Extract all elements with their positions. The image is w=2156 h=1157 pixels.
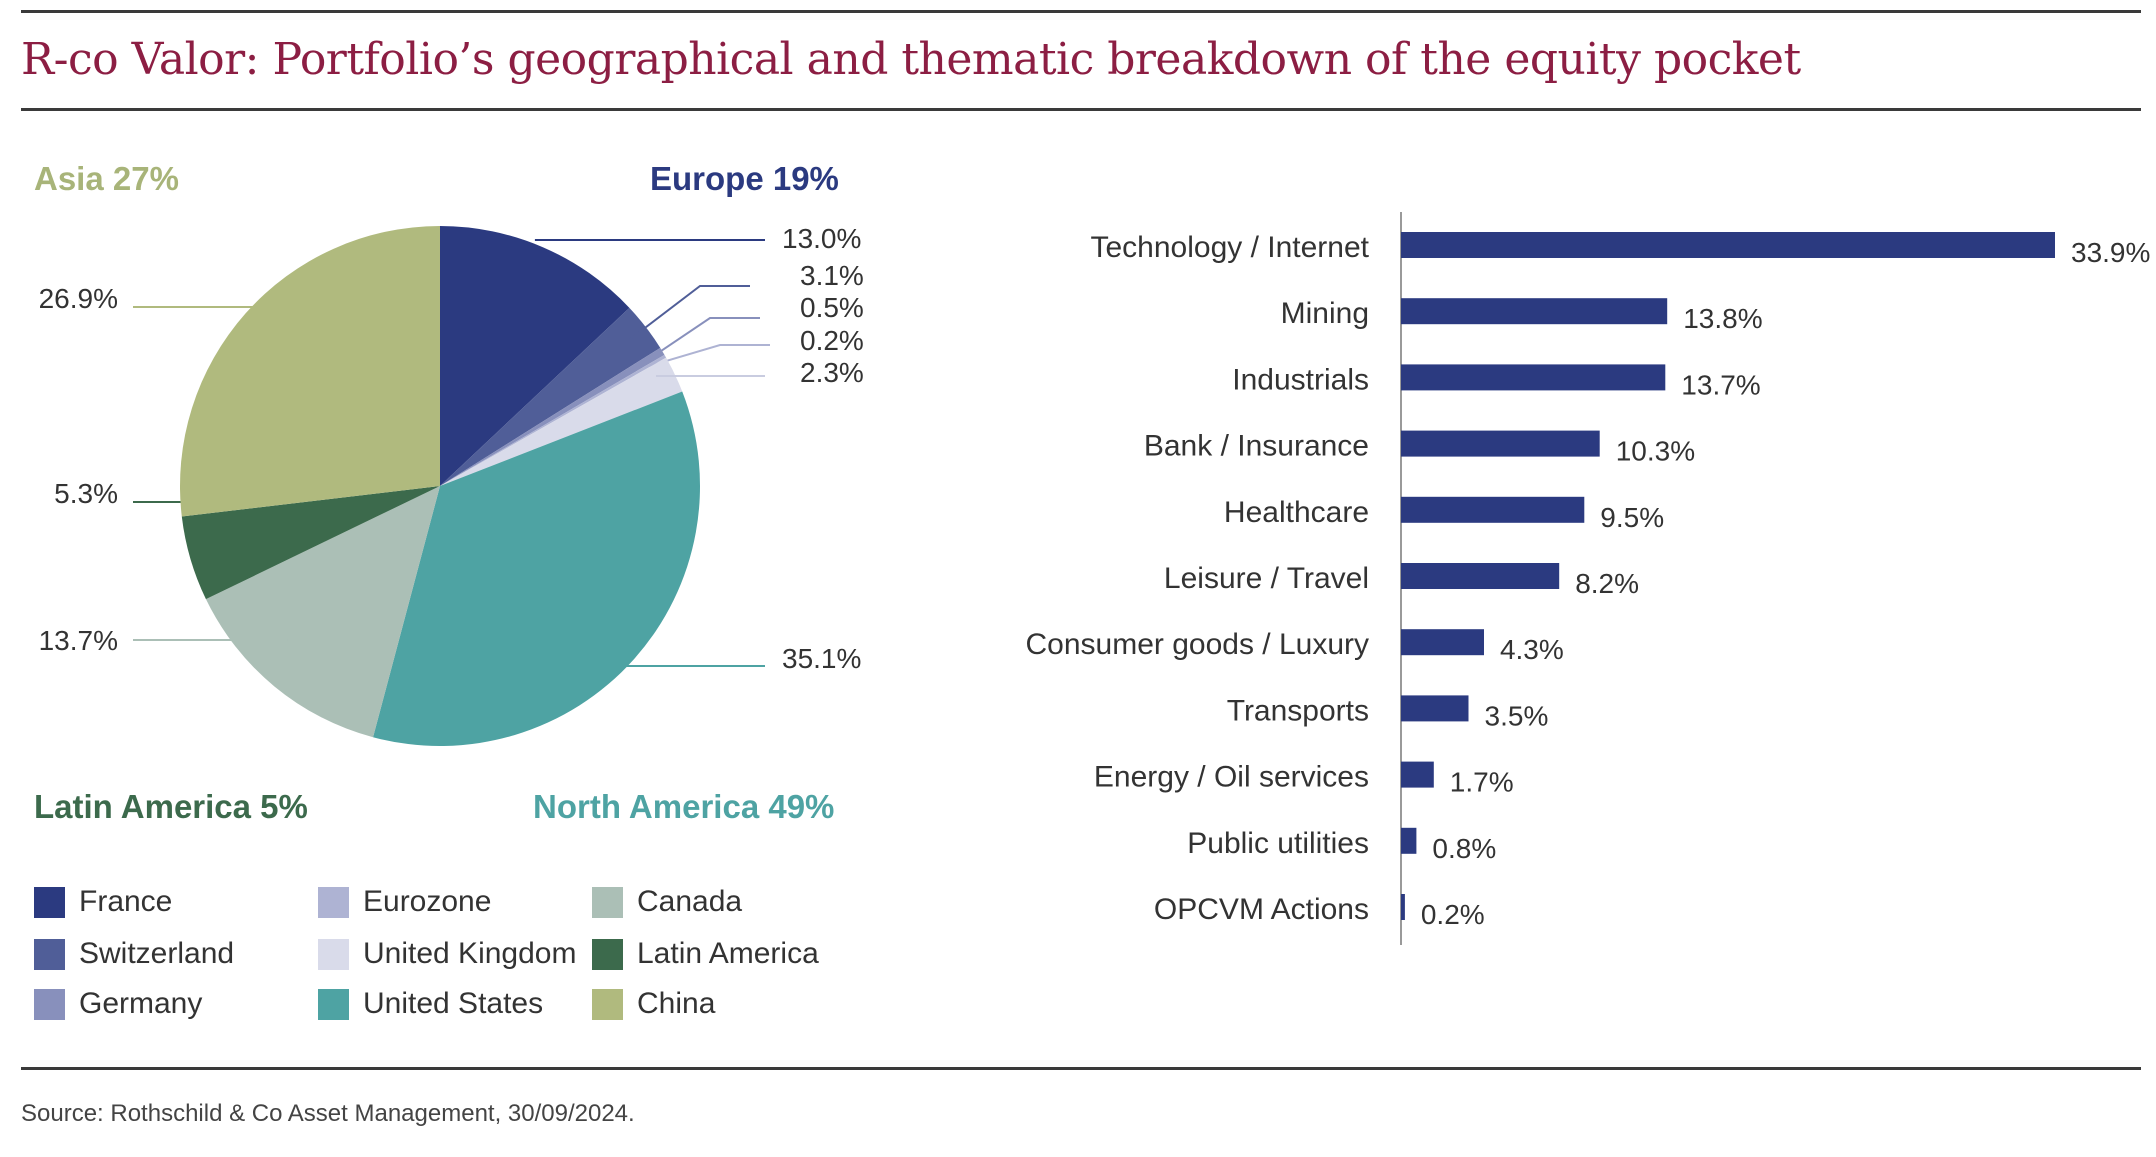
pie-leader-switzerland	[628, 285, 750, 341]
bar-value-mining: 13.8%	[1683, 303, 1762, 334]
legend-swatch	[318, 988, 349, 1020]
bar-public-utilities	[1401, 827, 1417, 854]
bar-category-consumer-goods-luxury: Consumer goods / Luxury	[1025, 628, 1369, 661]
pie-label-eurozone: 0.2%	[800, 325, 864, 356]
legend-item-latin-america: Latin America	[592, 937, 819, 971]
bar-value-healthcare: 9.5%	[1600, 502, 1664, 533]
legend-label: China	[637, 987, 716, 1020]
bar-consumer-goods-luxury	[1401, 629, 1484, 656]
bar-category-technology-internet: Technology / Internet	[1090, 231, 1369, 264]
legend-swatch	[34, 886, 65, 918]
pie-slice-canada	[205, 486, 440, 738]
bar-mining	[1401, 298, 1668, 325]
bar-transports	[1401, 695, 1469, 722]
legend-item-china: China	[592, 987, 715, 1021]
pie-label-switzerland: 3.1%	[800, 260, 864, 291]
bar-bank-insurance	[1401, 430, 1600, 457]
bar-category-industrials: Industrials	[1232, 363, 1369, 396]
legend-item-canada: Canada	[592, 885, 742, 919]
pie-label-canada: 13.7%	[39, 625, 118, 656]
bar-category-transports: Transports	[1227, 694, 1369, 727]
bar-value-energy-oil-services: 1.7%	[1450, 767, 1514, 798]
bar-opcvm-actions	[1401, 894, 1405, 920]
legend-label: Germany	[79, 987, 203, 1020]
bar-value-consumer-goods-luxury: 4.3%	[1500, 634, 1564, 665]
pie-label-latin-america: 5.3%	[54, 478, 118, 509]
pie-slice-latin-america	[181, 486, 441, 600]
legend-swatch	[592, 988, 623, 1020]
bar-category-leisure-travel: Leisure / Travel	[1164, 562, 1369, 595]
bar-category-bank-insurance: Bank / Insurance	[1144, 430, 1369, 463]
bar-technology-internet	[1401, 232, 2055, 258]
bar-value-opcvm-actions: 0.2%	[1421, 899, 1485, 930]
region-label-asia: Asia 27%	[34, 160, 179, 197]
region-label-north-america: North America 49%	[533, 788, 835, 825]
pie-slice-germany	[440, 347, 665, 486]
legend-label: United States	[363, 987, 544, 1020]
legend-label: United Kingdom	[363, 937, 577, 970]
legend-item-united-states: United States	[318, 987, 543, 1021]
region-label-latin-america: Latin America 5%	[34, 788, 308, 825]
pie-label-germany: 0.5%	[800, 292, 864, 323]
header-rule	[21, 108, 2141, 111]
bar-value-transports: 3.5%	[1485, 700, 1549, 731]
bar-value-bank-insurance: 10.3%	[1616, 436, 1695, 467]
bar-healthcare	[1401, 496, 1585, 523]
legend-swatch	[592, 886, 623, 918]
legend-label: Latin America	[637, 937, 819, 970]
top-rule	[21, 10, 2141, 13]
bar-category-energy-oil-services: Energy / Oil services	[1094, 761, 1369, 794]
pie-slice-switzerland	[440, 307, 661, 486]
bar-category-opcvm-actions: OPCVM Actions	[1154, 893, 1369, 926]
page-title: R-co Valor: Portfolio’s geographical and…	[21, 34, 1801, 85]
pie-slice-eurozone	[440, 354, 667, 486]
pie-label-france: 13.0%	[782, 223, 861, 254]
legend-item-france: France	[34, 885, 172, 919]
pie-slice-united-kingdom	[440, 357, 683, 486]
region-label-europe: Europe 19%	[650, 160, 839, 197]
source-note: Source: Rothschild & Co Asset Management…	[21, 1100, 635, 1127]
bar-value-leisure-travel: 8.2%	[1575, 568, 1639, 599]
legend-swatch	[318, 938, 349, 970]
legend-swatch	[34, 988, 65, 1020]
legend-swatch	[34, 938, 65, 970]
pie-leader-germany	[644, 317, 760, 363]
pie-label-united-states: 35.1%	[782, 643, 861, 674]
legend-swatch	[592, 938, 623, 970]
bar-leisure-travel	[1401, 563, 1560, 589]
bar-value-technology-internet: 33.9%	[2071, 237, 2150, 268]
pie-label-china: 26.9%	[39, 283, 118, 314]
legend-label: Eurozone	[363, 885, 492, 918]
legend-swatch	[318, 886, 349, 918]
legend-label: Canada	[637, 885, 743, 918]
legend-label: France	[79, 885, 173, 918]
bar-value-public-utilities: 0.8%	[1432, 833, 1496, 864]
footer-rule	[21, 1067, 2141, 1070]
pie-leader-eurozone	[647, 344, 770, 368]
pie-slice-france	[440, 226, 630, 486]
bar-energy-oil-services	[1401, 761, 1434, 788]
pie-slice-china	[180, 226, 440, 517]
pie-slice-united-states	[373, 391, 701, 747]
bar-category-mining: Mining	[1281, 297, 1369, 330]
legend-item-eurozone: Eurozone	[318, 885, 491, 919]
bar-category-healthcare: Healthcare	[1224, 496, 1369, 529]
legend-label: Switzerland	[79, 937, 235, 970]
legend-item-united-kingdom: United Kingdom	[318, 937, 576, 971]
bar-industrials	[1401, 364, 1666, 391]
pie-label-united-kingdom: 2.3%	[800, 357, 864, 388]
legend-item-switzerland: Switzerland	[34, 937, 234, 971]
bar-category-public-utilities: Public utilities	[1187, 827, 1369, 860]
legend-item-germany: Germany	[34, 987, 202, 1021]
bar-value-industrials: 13.7%	[1681, 369, 1760, 400]
